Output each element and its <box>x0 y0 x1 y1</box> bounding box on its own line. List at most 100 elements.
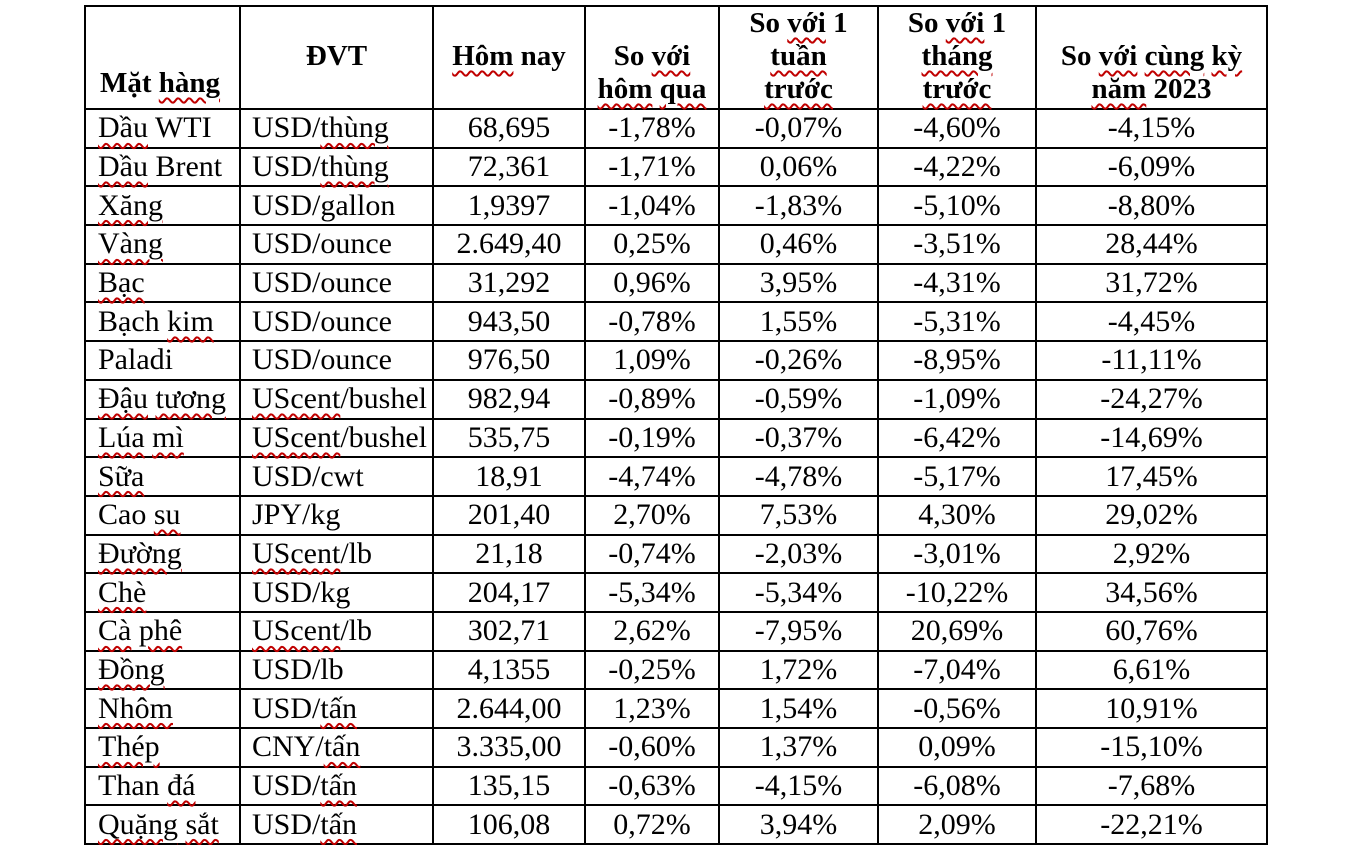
price-cell: 21,18 <box>432 533 586 575</box>
spellcheck-flagged-text: UScent <box>252 614 341 648</box>
cell-text: USD/gallon <box>252 188 396 222</box>
table-body: Dầu WTI USD/thùng 68,695 -1,78% -0,07% -4,60%… <box>84 108 1268 845</box>
change-cell: -0,60% <box>584 727 720 768</box>
change-cell: -0,25% <box>584 649 720 691</box>
commodity-name-cell: Bạch kim <box>84 301 241 343</box>
unit-cell: CNY/tấn <box>239 727 434 768</box>
column-header-vs_week: So với 1 tuần trước <box>718 5 879 110</box>
price-cell: 72,361 <box>432 146 586 188</box>
header-line: tuần <box>722 40 875 73</box>
unit-cell: UScent/lb <box>239 533 434 575</box>
spellcheck-flagged-text: Chè <box>98 575 147 609</box>
table-row: Bạc USD/ounce 31,292 0,96% 3,95% -4,31% 31,72% <box>84 262 1268 304</box>
cell-text: Than <box>98 769 168 803</box>
cell-text: Brent <box>147 150 223 184</box>
column-header-item: Mặt hàng <box>84 5 241 110</box>
unit-cell: USD/tấn <box>239 765 434 807</box>
spellcheck-flagged-text: thùng <box>320 111 389 145</box>
change-cell: 1,23% <box>584 688 720 729</box>
price-cell: 4,1355 <box>432 649 586 691</box>
cell-text: USD/lb <box>252 652 344 686</box>
price-cell: 943,50 <box>432 301 586 343</box>
column-header-vs_yesterday: So với hôm qua <box>584 5 720 110</box>
header-line: So với <box>588 40 716 73</box>
spellcheck-flagged-text: hàng <box>158 67 221 99</box>
change-cell: -0,37% <box>718 417 879 459</box>
change-cell: 7,53% <box>718 494 879 536</box>
table-row: Cao su JPY/kg 201,40 2,70% 7,53% 4,30% 29,02% <box>84 494 1268 536</box>
spellcheck-flagged-text: hôm <box>597 73 653 105</box>
spellcheck-flagged-text: trước <box>922 73 992 105</box>
cell-text: /lb <box>340 536 372 570</box>
unit-cell: USD/thùng <box>239 108 434 149</box>
price-cell: 3.335,00 <box>432 727 586 768</box>
cell-text: USD/ounce <box>252 343 392 377</box>
header-text: 1 <box>825 7 848 39</box>
change-cell: 2,09% <box>877 804 1037 845</box>
price-cell: 2.649,40 <box>432 224 586 265</box>
spellcheck-flagged-text: tấn <box>320 807 358 841</box>
spellcheck-flagged-text: Nhôm <box>98 691 173 725</box>
cell-text: USD/cwt <box>252 459 364 493</box>
table-row: Thép CNY/tấn 3.335,00 -0,60% 1,37% 0,09% -15,1… <box>84 727 1268 768</box>
change-cell: -1,09% <box>877 378 1037 420</box>
spellcheck-flagged-text: Sữa <box>98 459 145 493</box>
change-cell: -0,63% <box>584 765 720 807</box>
spellcheck-flagged-text: qua <box>659 73 707 105</box>
change-cell: 3,95% <box>718 262 879 304</box>
change-cell: -10,22% <box>877 572 1037 613</box>
header-line: năm 2023 <box>1039 73 1264 106</box>
spellcheck-flagged-text: Đậu <box>98 382 148 416</box>
change-cell: 0,09% <box>877 727 1037 768</box>
column-header-vs_2023: So với cùng kỳ năm 2023 <box>1035 5 1268 110</box>
spellcheck-flagged-text: thùng <box>320 150 389 184</box>
change-cell: 0,96% <box>584 262 720 304</box>
change-cell: -4,22% <box>877 146 1037 188</box>
cell-text: /lb <box>340 614 372 648</box>
spellcheck-flagged-text: Dầu <box>98 150 148 184</box>
change-cell: -24,27% <box>1035 378 1268 420</box>
header-text <box>652 73 659 105</box>
price-cell: 302,71 <box>432 610 586 652</box>
change-cell: -15,10% <box>1035 727 1268 768</box>
change-cell: 2,70% <box>584 494 720 536</box>
spellcheck-flagged-text: sắt <box>185 807 219 841</box>
commodity-name-cell: Quặng sắt <box>84 804 241 845</box>
spellcheck-flagged-text: tương <box>155 382 226 416</box>
cell-text: Paladi <box>98 343 173 377</box>
price-cell: 135,15 <box>432 765 586 807</box>
price-cell: 201,40 <box>432 494 586 536</box>
price-cell: 1,9397 <box>432 185 586 227</box>
change-cell: -5,31% <box>877 301 1037 343</box>
change-cell: -0,19% <box>584 417 720 459</box>
change-cell: -5,17% <box>877 456 1037 497</box>
spellcheck-flagged-text: UScent <box>252 536 341 570</box>
change-cell: -3,01% <box>877 533 1037 575</box>
change-cell: 1,55% <box>718 301 879 343</box>
cell-text: /bushel <box>340 420 427 454</box>
header-text: 1 <box>984 7 1007 39</box>
spellcheck-flagged-text: UScent <box>252 420 341 454</box>
cell-text: USD/kg <box>252 575 351 609</box>
cell-text: JPY/kg <box>252 498 341 532</box>
commodity-name-cell: Vàng <box>84 224 241 265</box>
commodity-name-cell: Đồng <box>84 649 241 691</box>
spellcheck-flagged-text: tấn <box>323 730 361 764</box>
header-text: nay <box>513 40 566 72</box>
spellcheck-flagged-text: Bạc <box>98 266 145 300</box>
price-cell: 31,292 <box>432 262 586 304</box>
unit-cell: USD/kg <box>239 572 434 613</box>
unit-cell: USD/ounce <box>239 262 434 304</box>
spellcheck-flagged-text: kim <box>167 304 214 338</box>
commodity-name-cell: Cao su <box>84 494 241 536</box>
table-row: Sữa USD/cwt 18,91 -4,74% -4,78% -5,17% 17,45% <box>84 456 1268 497</box>
change-cell: 0,25% <box>584 224 720 265</box>
header-line: Hôm nay <box>436 40 582 73</box>
change-cell: -0,74% <box>584 533 720 575</box>
unit-cell: JPY/kg <box>239 494 434 536</box>
change-cell: 0,46% <box>718 224 879 265</box>
price-cell: 535,75 <box>432 417 586 459</box>
header-text: ĐVT <box>305 40 368 72</box>
unit-cell: USD/cwt <box>239 456 434 497</box>
